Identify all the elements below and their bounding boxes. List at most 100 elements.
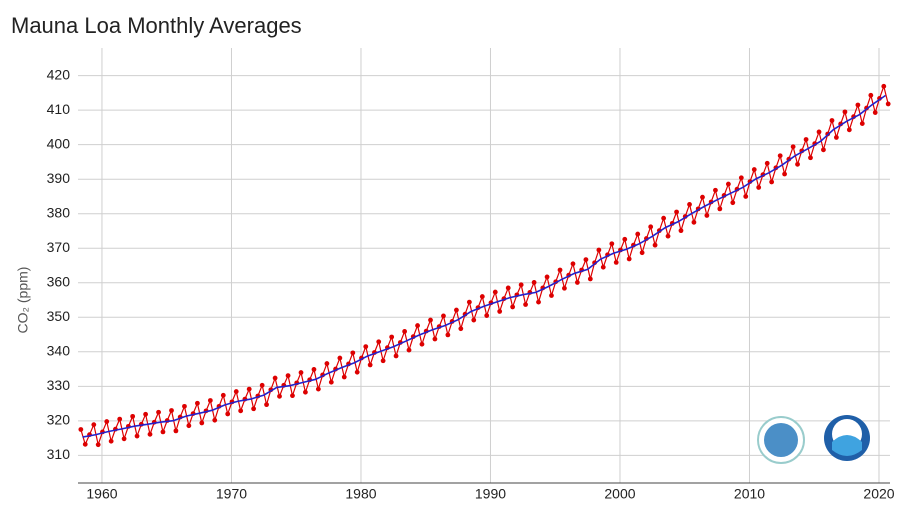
y-axis-label: CO₂ (ppm) xyxy=(15,267,31,334)
data-point xyxy=(130,413,136,419)
logo xyxy=(832,435,862,456)
data-point xyxy=(492,289,498,295)
y-tick-label: 370 xyxy=(47,239,71,255)
data-point xyxy=(363,344,369,350)
data-point xyxy=(406,347,412,353)
data-point xyxy=(622,236,628,242)
data-point xyxy=(324,361,330,366)
data-point xyxy=(872,110,878,115)
data-point xyxy=(428,317,433,323)
data-point xyxy=(169,408,174,413)
data-point xyxy=(639,250,645,256)
data-point xyxy=(441,313,446,319)
data-point xyxy=(596,247,602,253)
data-point xyxy=(341,374,347,380)
data-point xyxy=(445,332,451,338)
data-point xyxy=(859,121,865,127)
data-point xyxy=(842,109,848,115)
data-point xyxy=(380,358,386,364)
data-point xyxy=(393,353,399,359)
data-point xyxy=(207,398,213,403)
data-point xyxy=(479,294,485,299)
data-point xyxy=(328,379,334,385)
data-point xyxy=(609,241,615,247)
data-point xyxy=(354,369,360,375)
data-point xyxy=(505,285,511,291)
data-point xyxy=(661,215,667,221)
data-point xyxy=(95,442,101,448)
data-point xyxy=(751,167,757,172)
data-point xyxy=(790,144,796,150)
data-point xyxy=(885,101,891,107)
data-point xyxy=(523,302,528,307)
data-point xyxy=(350,350,356,356)
data-point xyxy=(700,194,705,200)
data-point xyxy=(337,355,343,361)
data-point xyxy=(816,129,822,135)
data-point xyxy=(769,179,775,185)
data-point xyxy=(432,336,438,342)
x-tick-label: 2020 xyxy=(863,486,894,502)
data-point xyxy=(466,299,472,305)
data-point xyxy=(315,386,321,392)
data-point xyxy=(367,362,373,368)
x-tick-label: 1970 xyxy=(216,486,247,502)
data-point xyxy=(195,400,200,406)
x-tick-label: 1990 xyxy=(475,486,506,502)
data-point xyxy=(259,382,265,388)
data-point xyxy=(225,411,231,417)
data-point xyxy=(290,393,295,399)
data-point xyxy=(600,264,606,270)
data-point xyxy=(497,309,503,314)
data-point xyxy=(471,317,477,323)
data-point xyxy=(678,228,684,234)
y-tick-label: 400 xyxy=(47,135,71,151)
data-point xyxy=(143,411,149,417)
y-tick-label: 420 xyxy=(47,66,71,82)
data-point xyxy=(764,160,770,166)
chart-title: Mauna Loa Monthly Averages xyxy=(11,13,302,38)
data-point xyxy=(803,137,809,142)
data-point xyxy=(687,201,692,207)
data-point xyxy=(544,274,550,280)
data-point xyxy=(881,83,887,89)
data-point xyxy=(833,135,839,140)
data-point xyxy=(868,92,874,98)
logo xyxy=(764,423,798,457)
data-point xyxy=(738,175,744,181)
data-point xyxy=(652,242,658,248)
data-point xyxy=(298,370,304,375)
data-point xyxy=(78,427,84,432)
data-point xyxy=(777,153,783,159)
data-point xyxy=(104,419,110,424)
data-point xyxy=(458,326,464,332)
data-point xyxy=(277,393,282,399)
data-point xyxy=(246,386,252,392)
data-point xyxy=(574,280,580,285)
data-point xyxy=(134,433,140,439)
data-point xyxy=(704,213,710,218)
data-point xyxy=(303,389,308,395)
data-point xyxy=(108,438,114,444)
y-tick-label: 330 xyxy=(47,377,71,393)
data-point xyxy=(220,392,226,398)
data-point xyxy=(121,436,127,442)
data-point xyxy=(725,181,731,187)
plot-area: 310 320 330 340 350 360 370 380 390 400 410 420 1960… xyxy=(47,48,895,502)
x-tick-label: 1980 xyxy=(345,486,376,502)
data-point xyxy=(635,231,641,237)
data-point xyxy=(562,285,567,291)
data-point xyxy=(626,256,632,262)
data-point xyxy=(311,367,317,372)
data-point xyxy=(285,373,291,379)
data-point xyxy=(743,194,749,199)
data-point xyxy=(389,334,395,340)
data-point xyxy=(613,259,619,265)
data-point xyxy=(782,171,787,177)
data-point xyxy=(376,339,382,345)
y-tick-label: 360 xyxy=(47,273,71,289)
data-point xyxy=(536,299,541,305)
data-point xyxy=(855,102,861,108)
data-point xyxy=(665,233,671,239)
